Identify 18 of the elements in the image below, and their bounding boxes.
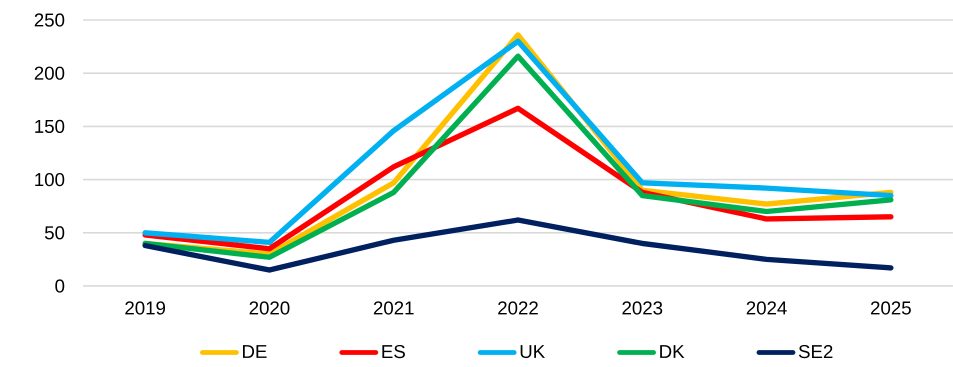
- x-tick-label: 2025: [871, 301, 911, 315]
- y-tick-label: 150: [35, 120, 64, 134]
- y-tick-label: 100: [35, 172, 64, 186]
- legend-label: DE: [242, 345, 267, 358]
- y-tick-label: 0: [55, 279, 64, 293]
- legend-label: ES: [382, 344, 405, 358]
- x-tick-label: 2020: [250, 301, 290, 315]
- y-tick-label: 250: [34, 13, 64, 27]
- x-tick-label: 2019: [125, 301, 166, 315]
- x-tick-label: 2024: [746, 301, 787, 315]
- x-tick-label: 2022: [498, 301, 538, 315]
- y-tick-label: 50: [44, 226, 64, 240]
- y-tick-label: 200: [34, 66, 64, 80]
- legend-label: DK: [660, 345, 684, 358]
- x-tick-label: 2023: [622, 301, 662, 315]
- legend-label: UK: [520, 345, 545, 358]
- legend-label: SE2: [798, 344, 832, 358]
- x-tick-label: 2021: [374, 301, 414, 315]
